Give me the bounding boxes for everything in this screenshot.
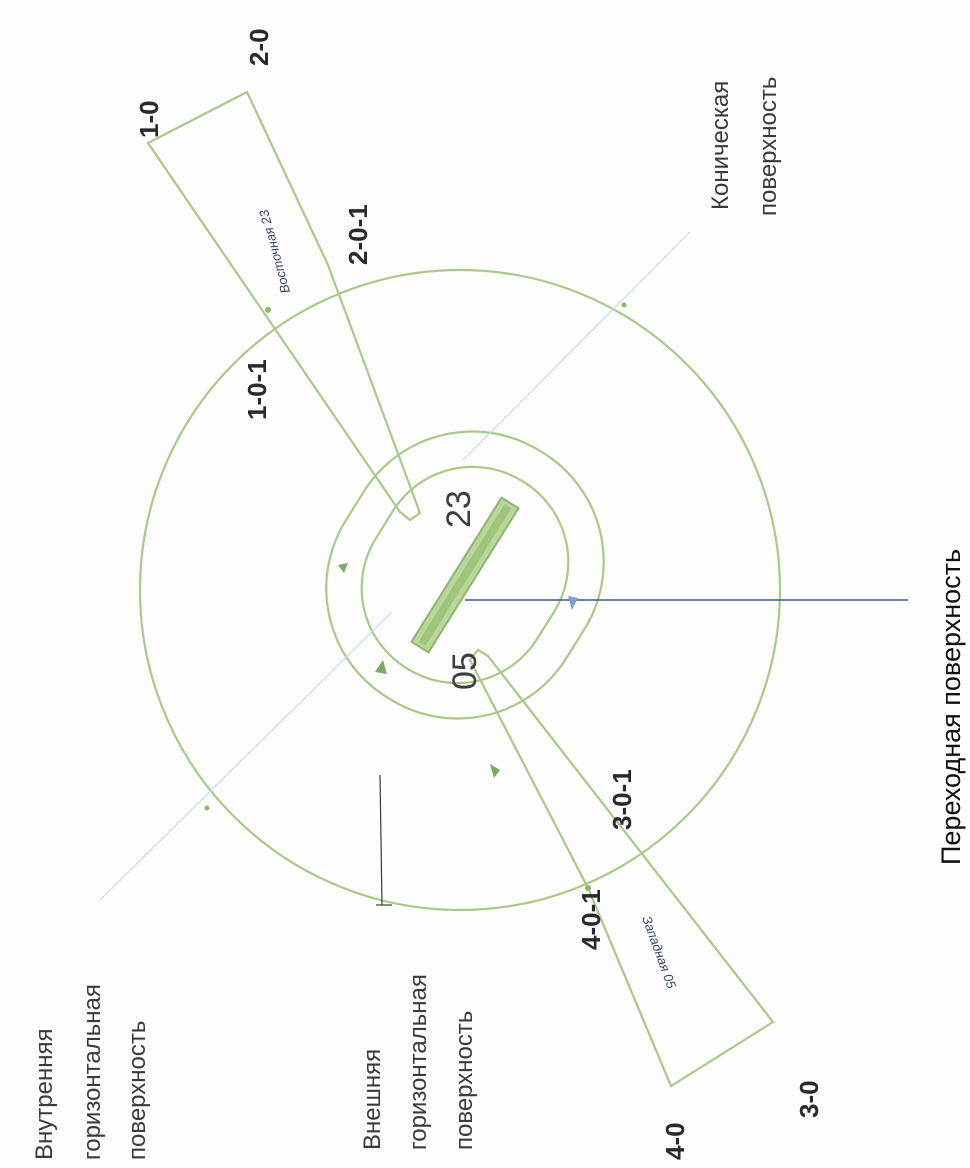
label-1-0-1: 1-0-1: [242, 359, 272, 420]
arrow-marker: [568, 596, 578, 610]
legend-conical-2: поверхность: [755, 77, 782, 216]
arrow-marker: [490, 764, 500, 778]
legend-inner-2: горизонтальная: [79, 984, 106, 1160]
approach-surface-east: [146, 90, 422, 522]
marker-dot: [204, 805, 210, 811]
leader-outer: [379, 774, 383, 906]
inner-horizontal-surface: [360, 465, 570, 685]
runway-number-05: 05: [446, 652, 484, 690]
legend-conical-1: Коническая: [707, 81, 734, 210]
leader-inner: [99, 611, 393, 901]
marker-dot: [621, 302, 627, 308]
legend-inner-3: поверхность: [124, 1021, 151, 1160]
label-1-0: 1-0: [134, 100, 164, 138]
legend-inner-1: Внутренняя: [31, 1029, 58, 1160]
point-4-0-1: [585, 885, 591, 891]
runway: [418, 504, 512, 646]
leader-conical: [462, 231, 691, 461]
label-4-0-1: 4-0-1: [576, 889, 606, 950]
label-3-0-1: 3-0-1: [607, 769, 637, 830]
legend-outer-1: Внешняя: [359, 1049, 386, 1150]
runway-number-23: 23: [440, 490, 478, 528]
approach-surface-west: [468, 648, 775, 1088]
label-4-0: 4-0: [660, 1122, 690, 1160]
legend-outer-3: поверхность: [451, 1011, 478, 1150]
caption-approach-east: Восточная 23: [256, 208, 293, 296]
legend-transitional: Переходная поверхность: [936, 549, 966, 865]
label-2-0-1: 2-0-1: [343, 204, 373, 265]
conical-surface-circle: [138, 268, 782, 912]
caption-approach-west: Западная 05: [639, 914, 679, 991]
label-3-0: 3-0: [794, 1080, 824, 1118]
point-1-0-1: [265, 307, 271, 313]
arrow-marker: [375, 660, 387, 674]
outer-horizontal-surface: [325, 430, 605, 720]
label-2-0: 2-0: [244, 28, 274, 66]
arrow-marker: [338, 563, 348, 573]
legend-outer-2: горизонтальная: [405, 974, 432, 1150]
